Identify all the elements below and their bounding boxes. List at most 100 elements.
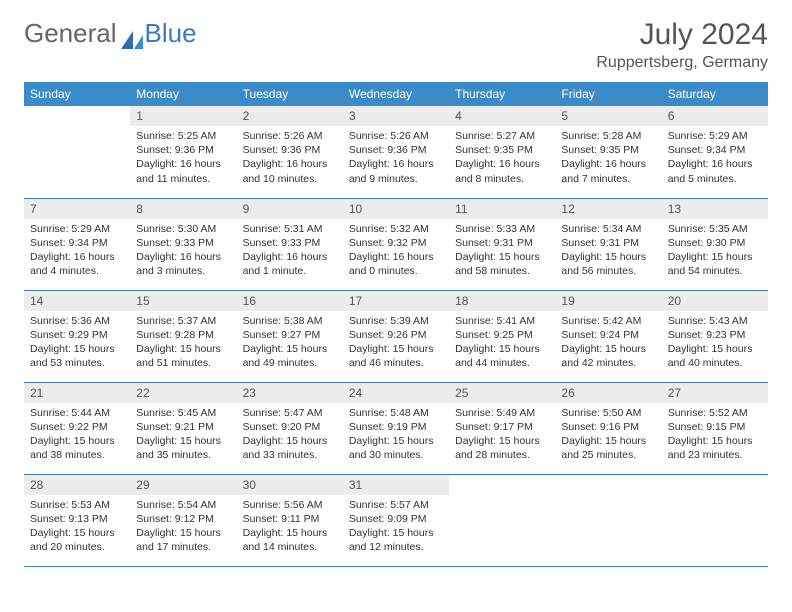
calendar-head: SundayMondayTuesdayWednesdayThursdayFrid… xyxy=(24,82,768,106)
day-number: 31 xyxy=(343,475,449,495)
sunrise-text: Sunrise: 5:47 AM xyxy=(243,406,337,420)
day-cell: 11Sunrise: 5:33 AMSunset: 9:31 PMDayligh… xyxy=(449,198,555,290)
sunrise-text: Sunrise: 5:54 AM xyxy=(136,498,230,512)
daylight-text: Daylight: 16 hours and 4 minutes. xyxy=(30,250,124,278)
day-number: 15 xyxy=(130,291,236,311)
day-number: 17 xyxy=(343,291,449,311)
sunset-text: Sunset: 9:15 PM xyxy=(668,420,762,434)
sunrise-text: Sunrise: 5:41 AM xyxy=(455,314,549,328)
day-details: Sunrise: 5:49 AMSunset: 9:17 PMDaylight:… xyxy=(449,403,555,469)
daylight-text: Daylight: 15 hours and 54 minutes. xyxy=(668,250,762,278)
day-header-sunday: Sunday xyxy=(24,82,130,106)
day-header-monday: Monday xyxy=(130,82,236,106)
day-cell: 9Sunrise: 5:31 AMSunset: 9:33 PMDaylight… xyxy=(237,198,343,290)
day-cell: 5Sunrise: 5:28 AMSunset: 9:35 PMDaylight… xyxy=(555,106,661,198)
sunset-text: Sunset: 9:33 PM xyxy=(243,236,337,250)
sunrise-text: Sunrise: 5:27 AM xyxy=(455,129,549,143)
day-details: Sunrise: 5:41 AMSunset: 9:25 PMDaylight:… xyxy=(449,311,555,377)
day-cell: 18Sunrise: 5:41 AMSunset: 9:25 PMDayligh… xyxy=(449,290,555,382)
day-cell: 19Sunrise: 5:42 AMSunset: 9:24 PMDayligh… xyxy=(555,290,661,382)
day-cell: 12Sunrise: 5:34 AMSunset: 9:31 PMDayligh… xyxy=(555,198,661,290)
daylight-text: Daylight: 15 hours and 12 minutes. xyxy=(349,526,443,554)
sunrise-text: Sunrise: 5:49 AM xyxy=(455,406,549,420)
daylight-text: Daylight: 15 hours and 14 minutes. xyxy=(243,526,337,554)
sunset-text: Sunset: 9:35 PM xyxy=(455,143,549,157)
day-cell: . xyxy=(555,474,661,566)
day-cell: . xyxy=(662,474,768,566)
sunset-text: Sunset: 9:33 PM xyxy=(136,236,230,250)
sunrise-text: Sunrise: 5:39 AM xyxy=(349,314,443,328)
sunset-text: Sunset: 9:35 PM xyxy=(561,143,655,157)
day-number: 11 xyxy=(449,199,555,219)
week-row: 7Sunrise: 5:29 AMSunset: 9:34 PMDaylight… xyxy=(24,198,768,290)
day-details: Sunrise: 5:39 AMSunset: 9:26 PMDaylight:… xyxy=(343,311,449,377)
day-details: Sunrise: 5:56 AMSunset: 9:11 PMDaylight:… xyxy=(237,495,343,561)
week-row: 28Sunrise: 5:53 AMSunset: 9:13 PMDayligh… xyxy=(24,474,768,566)
day-cell: 3Sunrise: 5:26 AMSunset: 9:36 PMDaylight… xyxy=(343,106,449,198)
daylight-text: Daylight: 16 hours and 10 minutes. xyxy=(243,157,337,185)
month-title: July 2024 xyxy=(596,18,768,52)
day-cell: 27Sunrise: 5:52 AMSunset: 9:15 PMDayligh… xyxy=(662,382,768,474)
day-cell: 14Sunrise: 5:36 AMSunset: 9:29 PMDayligh… xyxy=(24,290,130,382)
day-header-thursday: Thursday xyxy=(449,82,555,106)
sunset-text: Sunset: 9:17 PM xyxy=(455,420,549,434)
sunrise-text: Sunrise: 5:56 AM xyxy=(243,498,337,512)
sunset-text: Sunset: 9:16 PM xyxy=(561,420,655,434)
sunset-text: Sunset: 9:09 PM xyxy=(349,512,443,526)
daylight-text: Daylight: 15 hours and 56 minutes. xyxy=(561,250,655,278)
day-cell: 28Sunrise: 5:53 AMSunset: 9:13 PMDayligh… xyxy=(24,474,130,566)
sunset-text: Sunset: 9:26 PM xyxy=(349,328,443,342)
sunset-text: Sunset: 9:31 PM xyxy=(455,236,549,250)
day-number: 9 xyxy=(237,199,343,219)
daylight-text: Daylight: 15 hours and 58 minutes. xyxy=(455,250,549,278)
day-details: Sunrise: 5:43 AMSunset: 9:23 PMDaylight:… xyxy=(662,311,768,377)
sunset-text: Sunset: 9:24 PM xyxy=(561,328,655,342)
day-details: Sunrise: 5:27 AMSunset: 9:35 PMDaylight:… xyxy=(449,126,555,192)
day-number: 20 xyxy=(662,291,768,311)
day-cell: . xyxy=(24,106,130,198)
brand-logo: General Blue xyxy=(24,18,197,49)
sunset-text: Sunset: 9:19 PM xyxy=(349,420,443,434)
daylight-text: Daylight: 15 hours and 33 minutes. xyxy=(243,434,337,462)
title-block: July 2024 Ruppertsberg, Germany xyxy=(596,18,768,72)
week-row: 21Sunrise: 5:44 AMSunset: 9:22 PMDayligh… xyxy=(24,382,768,474)
sunrise-text: Sunrise: 5:53 AM xyxy=(30,498,124,512)
sunrise-text: Sunrise: 5:44 AM xyxy=(30,406,124,420)
day-cell: 4Sunrise: 5:27 AMSunset: 9:35 PMDaylight… xyxy=(449,106,555,198)
day-number: 16 xyxy=(237,291,343,311)
day-number: 25 xyxy=(449,383,555,403)
day-number: 21 xyxy=(24,383,130,403)
day-cell: 8Sunrise: 5:30 AMSunset: 9:33 PMDaylight… xyxy=(130,198,236,290)
day-number: 27 xyxy=(662,383,768,403)
day-details: Sunrise: 5:25 AMSunset: 9:36 PMDaylight:… xyxy=(130,126,236,192)
day-details: Sunrise: 5:26 AMSunset: 9:36 PMDaylight:… xyxy=(237,126,343,192)
day-number: 8 xyxy=(130,199,236,219)
page-header: General Blue July 2024 Ruppertsberg, Ger… xyxy=(24,18,768,72)
week-row: .1Sunrise: 5:25 AMSunset: 9:36 PMDayligh… xyxy=(24,106,768,198)
day-cell: 1Sunrise: 5:25 AMSunset: 9:36 PMDaylight… xyxy=(130,106,236,198)
sunset-text: Sunset: 9:31 PM xyxy=(561,236,655,250)
sunrise-text: Sunrise: 5:36 AM xyxy=(30,314,124,328)
daylight-text: Daylight: 16 hours and 0 minutes. xyxy=(349,250,443,278)
sunrise-text: Sunrise: 5:45 AM xyxy=(136,406,230,420)
day-header-friday: Friday xyxy=(555,82,661,106)
day-number: 14 xyxy=(24,291,130,311)
day-cell: 21Sunrise: 5:44 AMSunset: 9:22 PMDayligh… xyxy=(24,382,130,474)
day-cell: 10Sunrise: 5:32 AMSunset: 9:32 PMDayligh… xyxy=(343,198,449,290)
daylight-text: Daylight: 16 hours and 9 minutes. xyxy=(349,157,443,185)
sunset-text: Sunset: 9:27 PM xyxy=(243,328,337,342)
day-cell: 7Sunrise: 5:29 AMSunset: 9:34 PMDaylight… xyxy=(24,198,130,290)
sunrise-text: Sunrise: 5:26 AM xyxy=(243,129,337,143)
daylight-text: Daylight: 15 hours and 53 minutes. xyxy=(30,342,124,370)
calendar-body: .1Sunrise: 5:25 AMSunset: 9:36 PMDayligh… xyxy=(24,106,768,566)
sunrise-text: Sunrise: 5:25 AM xyxy=(136,129,230,143)
day-details: Sunrise: 5:48 AMSunset: 9:19 PMDaylight:… xyxy=(343,403,449,469)
day-number: 30 xyxy=(237,475,343,495)
day-number: 5 xyxy=(555,106,661,126)
sunrise-text: Sunrise: 5:57 AM xyxy=(349,498,443,512)
day-number: 10 xyxy=(343,199,449,219)
day-cell: 17Sunrise: 5:39 AMSunset: 9:26 PMDayligh… xyxy=(343,290,449,382)
day-cell: 25Sunrise: 5:49 AMSunset: 9:17 PMDayligh… xyxy=(449,382,555,474)
day-cell: 15Sunrise: 5:37 AMSunset: 9:28 PMDayligh… xyxy=(130,290,236,382)
day-number: 1 xyxy=(130,106,236,126)
